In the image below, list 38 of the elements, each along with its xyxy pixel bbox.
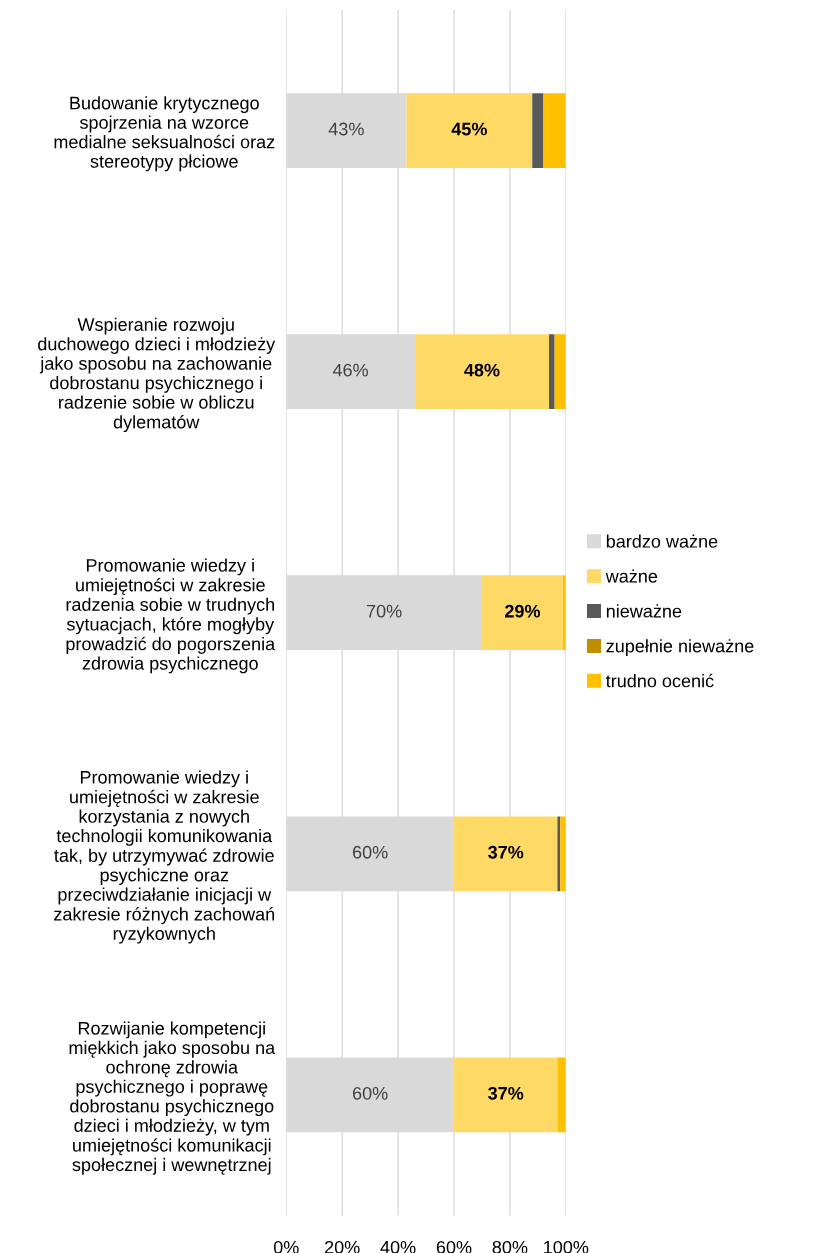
bar [453,816,558,892]
bar [557,816,561,892]
x-tick-label: 40% [380,1240,416,1253]
bar [549,334,555,410]
x-tick-label: 0% [273,1240,299,1253]
data-label: 46% [332,363,368,377]
data-label: 48% [464,363,500,377]
bar [414,334,550,410]
bar [557,1057,566,1133]
bar [481,575,564,651]
data-label: 43% [328,122,364,136]
y-tick-label: Wspieranie rozwoju duchowego dzieci i młodzieży jako sposobu na zachowanie dobrostanu psychicznego i radzenie sobie w obliczu dylematów [38,317,276,433]
legend-label: bardzo ważne [606,534,718,548]
x-tick-label: 80% [492,1240,528,1253]
data-label: 37% [488,1086,524,1100]
y-tick-label: Budowanie krytycznego spojrzenia na wzorce medialne seksualności oraz stereotypy płciowe [54,96,275,172]
legend-label: trudno ocenić [605,673,714,688]
y-tick-label: Promowanie wiedzy i umiejętności w zakresie radzenia sobie w trudnych sytuacjach, które mogłyby prowadzić do pogorszenia zdrowia psychicznego [66,558,276,674]
data-label: 60% [352,845,388,859]
data-label: 29% [505,604,541,618]
bar [406,93,533,168]
data-label: 70% [366,604,402,618]
legend-label: zupełnie nieważne [606,639,754,657]
legend-label: nieważne [606,604,682,618]
legend-label: ważne [605,569,658,583]
data-label: 45% [451,122,487,136]
bar [560,816,566,892]
x-tick-label: 100% [544,1240,589,1253]
data-label: 37% [488,845,524,859]
bar [543,93,566,168]
y-tick-label: Rozwijanie kompetencji miękkich jako sposobu na ochronę zdrowia psychicznego i poprawę dobrostanu psychicznego dzieci i młodzieży, w tym umiejętności komunikacji społecznej i wewnętrznej [69,1021,276,1175]
category-label: Promowanie wiedzy i umiejętności w zakresie korzystania z nowych technologii komunikowania tak, by utrzymywać zdrowie psychiczne oraz przeciwdziałanie inicjacji w zakresie różnych zachowań ryzykownych [54,770,275,944]
bar [532,93,544,168]
x-tick-label: 60% [436,1240,472,1253]
x-tick-label: 20% [325,1240,360,1253]
data-label: 60% [352,1086,388,1100]
bar [453,1057,558,1133]
bar [554,334,566,410]
